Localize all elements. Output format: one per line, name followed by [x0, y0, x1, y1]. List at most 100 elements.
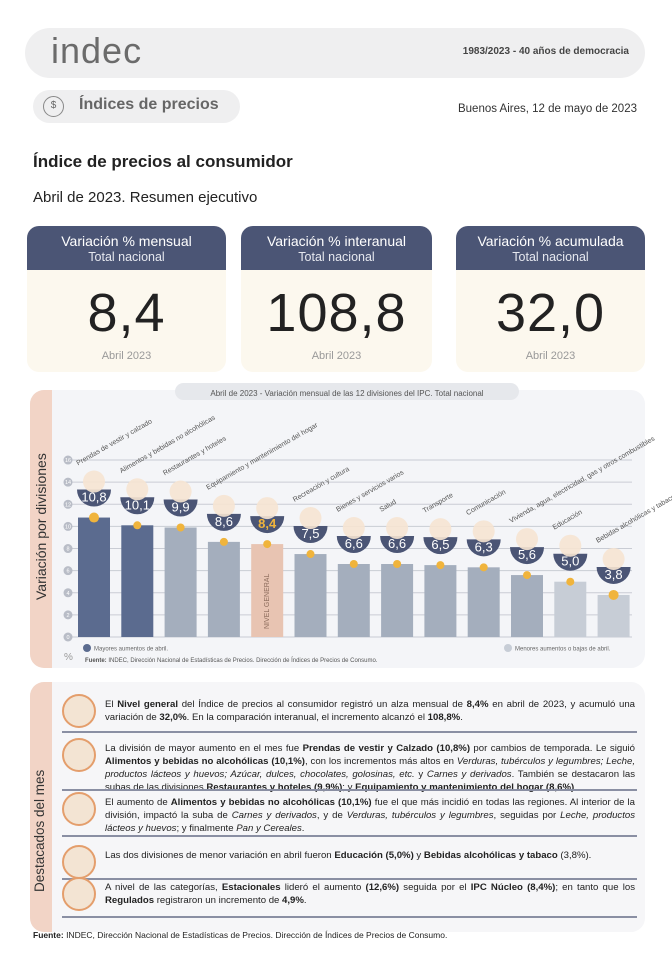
value-dot [176, 523, 185, 532]
category-label: Bienes y servicios varios [335, 469, 405, 514]
highlight-text: IPC Núcleo (8,4%) [470, 882, 556, 893]
highlight-text: Carnes y derivados [231, 810, 317, 821]
card-period: Abril 2023 [525, 350, 576, 362]
card-monthly: Variación % mensual Total nacional 8,4 Ab… [27, 226, 226, 372]
card-title: Variación % acumulada [477, 233, 624, 249]
category-label: Recreación y cultura [292, 466, 351, 504]
y-tick-label: 10 [65, 524, 71, 530]
bar [467, 567, 500, 637]
division-icon [342, 517, 365, 540]
section-label: Índices de precios [79, 96, 219, 113]
page-subtitle: Abril de 2023. Resumen ejecutivo [33, 189, 258, 206]
highlight-text: . En la comparación interanual, el incre… [186, 712, 428, 723]
division-icon [472, 520, 495, 543]
card-period: Abril 2023 [311, 350, 362, 362]
shopping-basket-icon [62, 694, 96, 728]
card-value: 8,4 [87, 283, 166, 343]
y-tick-label: 0 [66, 635, 69, 641]
division-icon [602, 547, 625, 570]
card-yearly: Variación % interanual Total nacional 108… [241, 226, 432, 372]
value-badge [77, 489, 111, 507]
footer-source: Fuente: INDEC, Dirección Nacional de Est… [33, 930, 447, 940]
categories-icon [62, 877, 96, 911]
highlight-item: El aumento de Alimentos y bebidas no alc… [105, 796, 635, 835]
value-badge [293, 526, 328, 544]
highlight-text: Prendas de vestir y Calzado (10,8%) [302, 743, 471, 754]
y-tick-label: 12 [65, 502, 71, 508]
y-tick-marker [63, 499, 73, 509]
highlight-text: A nivel de las categorías, [105, 882, 222, 893]
division-icon [256, 497, 279, 520]
category-label: Vivienda, agua, electricidad, gas y otro… [509, 435, 657, 525]
card-value: 32,0 [495, 283, 606, 343]
card-header: Variación % mensual Total nacional [27, 226, 226, 270]
footer-source-label: Fuente: [33, 930, 64, 940]
highlight-text: en abril de 2023, y acumuló una variació… [105, 699, 635, 723]
highlight-text: Carnes y derivados [426, 769, 512, 780]
bar [554, 581, 587, 637]
section-pill: $ Índices de precios [33, 90, 240, 123]
highlight-text: . También se destacaron las subas de las… [105, 769, 635, 793]
highlight-text: Verduras, tubérculos y legumbres [346, 810, 494, 821]
highlight-text: y [414, 769, 427, 780]
highlight-text: Equipamiento y mantenimiento del hogar (… [355, 782, 575, 793]
value-badge [163, 499, 198, 517]
value-label: 7,5 [301, 526, 319, 541]
value-dot [566, 577, 575, 586]
value-label: 5,6 [518, 547, 536, 562]
y-tick-label: 6 [66, 569, 69, 575]
division-icon [299, 507, 322, 530]
food-icon [62, 792, 96, 826]
card-accumulated: Variación % acumulada Total nacional 32,0… [456, 226, 645, 372]
y-tick-label: 2 [66, 613, 69, 619]
value-badge [380, 536, 415, 554]
highlight-text: , y de [316, 810, 347, 821]
highlight-text: 108,8% [427, 712, 461, 723]
highlight-text: 32,0% [159, 712, 187, 723]
value-label: 6,6 [345, 536, 363, 551]
bar [597, 594, 630, 637]
value-badge [250, 516, 285, 534]
value-label: 8,6 [215, 514, 233, 529]
value-label: 9,9 [172, 500, 190, 515]
highlight-text: ; y [342, 782, 356, 793]
tshirt-icon [62, 738, 96, 772]
value-dot [608, 589, 619, 600]
y-tick-marker [63, 455, 73, 465]
highlight-text: Leche, productos lácteos y huevos [105, 810, 636, 834]
highlight-text: por cambios de temporada. Le siguió [470, 743, 635, 754]
legend-label: Mayores aumentos de abril. [94, 647, 168, 653]
highlight-text: seguida por el [399, 882, 471, 893]
value-label: 3,8 [605, 567, 623, 582]
value-badge [510, 547, 544, 565]
highlight-item: El Nivel general del Índice de precios a… [105, 698, 635, 724]
y-tick-label: 8 [66, 547, 69, 553]
highlight-text: lideró el aumento [280, 882, 366, 893]
highlight-text: Pan y Cereales [236, 823, 302, 834]
highlight-text: del Índice de precios al consumidor regi… [178, 699, 467, 710]
highlight-text: , con los incrementos más altos en [304, 756, 457, 767]
category-label: Salud [379, 499, 398, 514]
highlight-text: Restaurantes y hoteles (9,9%) [206, 782, 343, 793]
card-period: Abril 2023 [101, 350, 152, 362]
card-subtitle: Total nacional [512, 250, 589, 264]
card-title: Variación % interanual [266, 233, 407, 249]
highlight-text: Regulados [105, 895, 155, 906]
value-dot [436, 561, 445, 570]
y-tick-marker [63, 588, 73, 598]
value-badge [596, 566, 631, 584]
highlight-text: . [303, 895, 307, 906]
divider [62, 878, 637, 880]
highlight-text: . [574, 782, 577, 793]
bar [381, 564, 414, 637]
division-icon [126, 478, 149, 501]
value-label: 6,5 [431, 537, 449, 552]
division-icon [212, 494, 235, 517]
category-label: NIVEL GENERAL [264, 574, 271, 629]
divider [62, 916, 637, 918]
highlights-side-band [30, 682, 52, 932]
value-dot [89, 512, 99, 523]
category-label: Educación [552, 509, 584, 531]
highlight-text: . [301, 823, 305, 834]
